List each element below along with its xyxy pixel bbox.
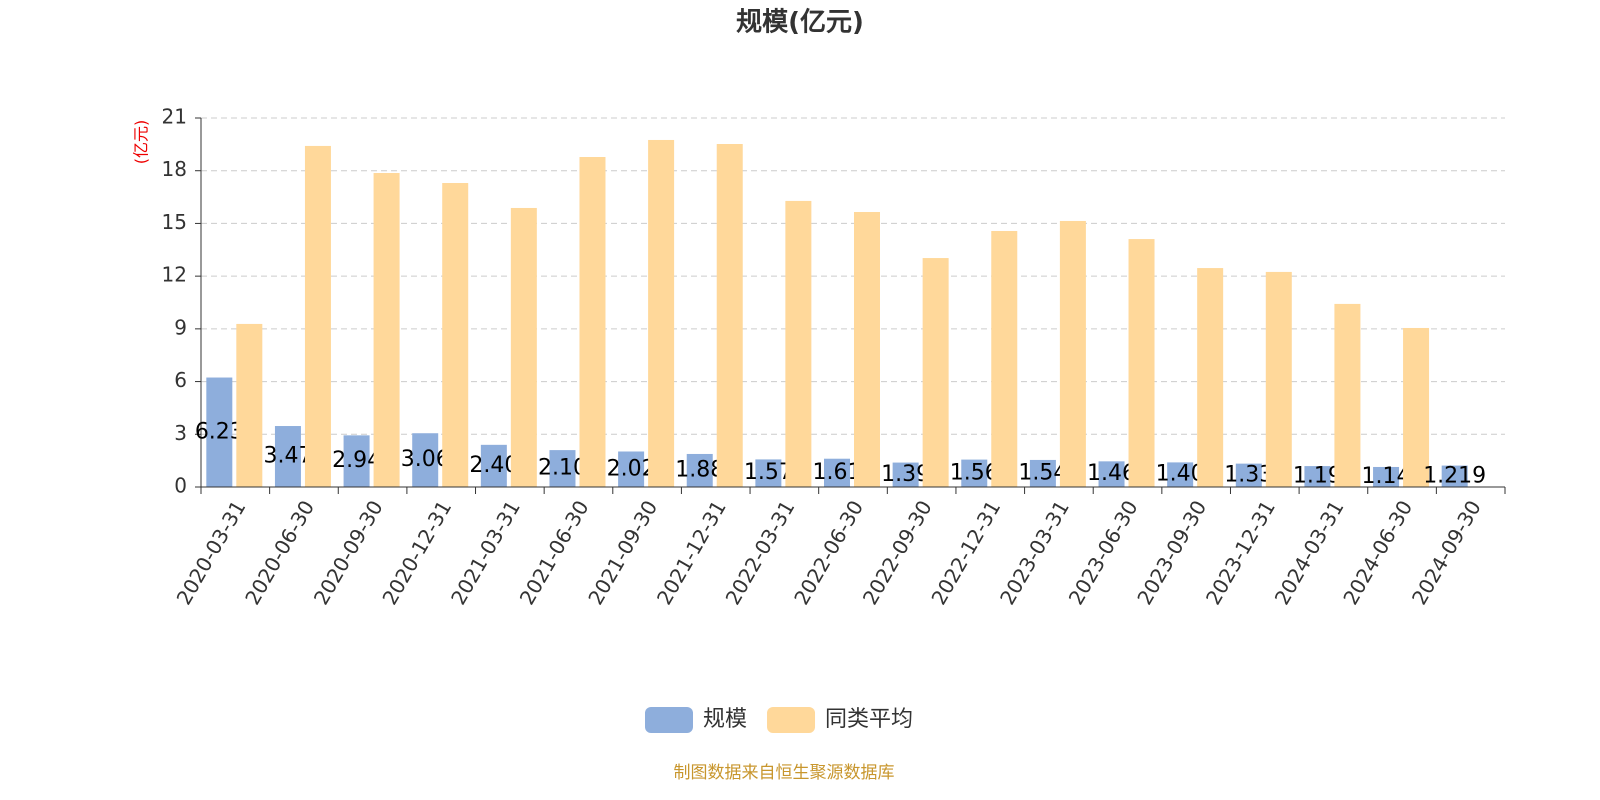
bar [373,172,400,487]
bar [304,145,331,487]
bar [686,453,713,487]
chart-title: 规模(亿元) [736,8,864,38]
x-tick-label: 2024-06-30 [1338,496,1417,609]
value-label: 2.10 [538,456,587,481]
value-label: 1.56 [950,460,999,485]
y-tick-label: 15 [162,210,187,234]
legend-swatch [645,707,693,733]
y-tick-label: 0 [174,474,187,498]
value-label: 1.57 [744,460,793,485]
bar [854,212,880,487]
value-label: 1.33 [1224,462,1273,487]
value-label: 1.14 [1362,464,1411,489]
bar [1403,327,1430,487]
x-tick-label: 2020-12-31 [377,496,456,609]
value-label: 2.40 [469,453,518,478]
bar [442,183,469,487]
bar [236,323,263,487]
bar [785,200,812,488]
x-tick-label: 2022-12-31 [926,496,1005,609]
x-tick-label: 2024-09-30 [1407,496,1486,609]
bar [1029,459,1056,487]
bar [1167,462,1194,487]
bar [961,459,988,487]
value-label: 3.47 [263,444,312,469]
bar [618,451,645,487]
x-tick-label: 2021-09-30 [583,496,662,609]
bar [1441,465,1468,487]
bar [1304,466,1331,487]
y-tick-label: 18 [162,157,187,181]
y-tick-label: 12 [162,263,187,287]
y-tick-label: 9 [174,315,187,339]
value-label: 6.23 [195,419,244,444]
value-label: 2.02 [607,456,656,481]
x-tick-label: 2023-12-31 [1201,496,1280,609]
value-label: 1.46 [1087,461,1136,486]
y-tick-label: 6 [174,368,187,392]
bar [1197,268,1224,487]
bar [412,433,439,487]
x-tick-label: 2022-03-31 [721,496,800,609]
bar [274,426,301,487]
x-tick-label: 2021-06-30 [515,496,594,609]
bar [922,258,949,487]
bar [1059,220,1086,487]
bar [549,450,576,487]
bar [579,157,606,487]
x-tick-label: 2022-06-30 [789,496,868,609]
x-tick-label: 2020-09-30 [309,496,388,609]
value-label: 1.54 [1018,460,1067,485]
y-axis-label: (亿元) [132,120,151,165]
value-label: 1.88 [675,457,724,482]
x-tick-label: 2020-03-31 [172,496,251,609]
bar [1098,461,1125,487]
x-tick-label: 2020-06-30 [240,496,319,609]
bar [1265,271,1292,487]
value-label: 2.94 [332,448,381,473]
value-label: 1.219 [1423,463,1486,488]
x-tick-label: 2023-03-31 [995,496,1074,609]
value-label: 3.06 [401,447,450,472]
bar [343,435,370,487]
value-label: 1.19 [1293,464,1342,489]
bar [1128,239,1155,487]
bar [206,377,233,487]
y-tick-label: 3 [174,421,187,445]
value-label: 1.39 [881,462,930,487]
x-tick-label: 2022-09-30 [858,496,937,609]
bar [648,139,675,487]
legend-label: 同类平均 [825,707,913,732]
bar [991,230,1018,487]
bar [892,462,919,487]
legend-swatch [767,707,816,733]
bar [824,458,850,487]
legend-label: 规模 [703,707,747,732]
x-tick-label: 2023-09-30 [1132,496,1211,609]
x-tick-label: 2021-03-31 [446,496,525,609]
bar [480,444,507,487]
bar [510,207,537,488]
x-tick-label: 2024-03-31 [1270,496,1349,609]
bar [1334,303,1361,487]
y-tick-label: 21 [162,105,187,129]
bar [1235,463,1262,487]
x-tick-label: 2023-06-30 [1064,496,1143,609]
value-label: 1.40 [1156,462,1205,487]
bar [1373,466,1400,487]
value-label: 1.61 [813,460,862,485]
x-tick-label: 2021-12-31 [652,496,731,609]
source-note: 制图数据来自恒生聚源数据库 [674,763,895,783]
bar [755,459,782,487]
bar [716,144,743,487]
